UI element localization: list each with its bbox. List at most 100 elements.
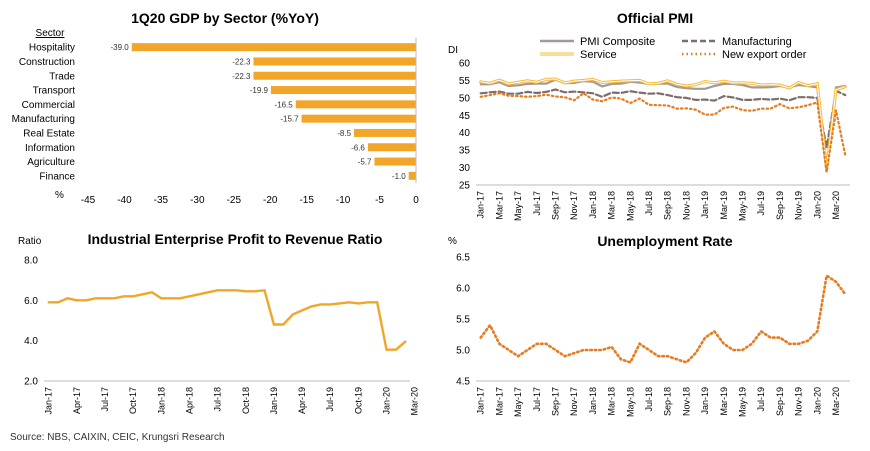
x-tick-label: Jan-20 (812, 191, 822, 219)
data-label: -8.5 (337, 129, 351, 138)
category-label: Agriculture (27, 157, 75, 168)
x-tick-label: Jul-18 (213, 387, 223, 412)
y-tick-label: 2.0 (24, 377, 38, 388)
data-label: -15.7 (280, 115, 299, 124)
data-label: -5.7 (358, 158, 372, 167)
data-label: -19.9 (250, 86, 269, 95)
y-tick-label: 60 (459, 59, 471, 70)
x-tick-label: Jan-19 (700, 191, 710, 219)
x-tick-label: Jan-17 (44, 387, 54, 415)
x-tick-label: Jul-18 (644, 387, 654, 412)
x-tick-label: Jul-19 (325, 387, 335, 412)
unemployment-line-chart: 4.5 5.0 5.5 6.0 6.5% Jan-17 Mar-17 May-17 Jul-17… (448, 236, 850, 417)
x-tick-label: -40 (117, 195, 132, 206)
bar (301, 114, 416, 123)
data-label: -16.5 (274, 100, 293, 109)
x-tick-label: Jul-17 (100, 387, 110, 412)
x-tick-label: Nov-17 (569, 191, 579, 220)
x-tick-label: Apr-18 (184, 387, 194, 414)
pmi-chart-title: Official PMI (616, 10, 694, 26)
x-tick-label: Jul-17 (532, 387, 542, 412)
x-tick-label: Jan-20 (382, 387, 392, 415)
x-tick-label: Jul-17 (532, 191, 542, 216)
x-tick-label: Jan-20 (812, 387, 822, 415)
x-tick-label: -15 (299, 195, 314, 206)
category-label: Information (25, 143, 75, 154)
x-tick-label: -45 (81, 195, 96, 206)
x-tick-label: Sep-19 (775, 387, 785, 416)
x-tick-label: -25 (227, 195, 242, 206)
bar (374, 157, 416, 166)
x-tick-label: Jan-18 (588, 191, 598, 219)
x-tick-label: Nov-17 (569, 387, 579, 416)
y-tick-label: 5.5 (456, 315, 470, 326)
gdp-by-sector-panel: 1Q20 GDP by Sector (%YoY) Sector Hospital… (0, 0, 440, 215)
y-tick-label: 8.0 (24, 256, 38, 267)
legend-label: Manufacturing (722, 36, 792, 48)
category-label: Construction (19, 57, 75, 68)
x-tick-label: Mar-20 (831, 387, 841, 416)
legend-label: Service (580, 49, 617, 61)
x-tick-label: Oct-19 (353, 387, 363, 414)
bar (253, 71, 416, 80)
x-tick-label: Sep-17 (550, 387, 560, 416)
x-tick-label: Nov-19 (794, 387, 804, 416)
x-tick-label: Jul-19 (756, 387, 766, 412)
data-label: -1.0 (392, 172, 406, 181)
x-tick-label: Jan-19 (269, 387, 279, 415)
data-label: -22.3 (232, 72, 251, 81)
x-tick-label: Nov-18 (681, 387, 691, 416)
x-tick-label: Oct-17 (128, 387, 138, 414)
data-label: -22.3 (232, 57, 251, 66)
data-label: -6.6 (351, 143, 365, 152)
unemployment-title: Unemployment Rate (597, 233, 733, 249)
y-tick-label: 6.0 (24, 296, 38, 307)
x-tick-label: Nov-19 (794, 191, 804, 220)
x-tick-label: Mar-18 (607, 387, 617, 416)
y-tick-label: 35 (459, 146, 471, 157)
profit-ratio-panel: Industrial Enterprise Profit to Revenue … (0, 225, 440, 430)
x-tick-label: May-17 (513, 387, 523, 417)
category-label: Commercial (22, 100, 75, 111)
x-tick-label: Mar-19 (719, 387, 729, 416)
x-tick-label: Sep-18 (663, 387, 673, 416)
unemployment-panel: Unemployment Rate 4.5 5.0 5.5 6.0 6.5% Jan-17… (440, 225, 870, 430)
x-tick-label: -30 (190, 195, 205, 206)
x-tick-label: Mar-17 (494, 387, 504, 416)
x-tick-label: Jul-19 (756, 191, 766, 216)
x-tick-label: 0 (413, 195, 419, 206)
y-tick-label: 25 (459, 181, 471, 192)
x-tick-label: Mar-19 (719, 191, 729, 220)
y-tick-label: 50 (459, 93, 471, 104)
gdp-chart-title: 1Q20 GDP by Sector (%YoY) (131, 10, 319, 26)
x-tick-label: Sep-18 (663, 191, 673, 220)
bar (295, 100, 416, 109)
x-tick-label: Jan-19 (700, 387, 710, 415)
official-pmi-panel: Official PMI 25 30 35 40 45 50 55 60 DI Jan-17 Mar… (440, 0, 870, 225)
x-tick-label: Apr-17 (72, 387, 82, 414)
bar (253, 57, 416, 66)
y-tick-label: 6.0 (456, 284, 470, 295)
bar (408, 171, 416, 180)
x-tick-label: May-17 (513, 191, 523, 221)
category-label: Trade (49, 71, 75, 82)
data-label: -39.0 (110, 43, 129, 52)
y-tick-label: 4.5 (456, 377, 470, 388)
bar (367, 143, 416, 152)
x-tick-label: Apr-19 (297, 387, 307, 414)
y-tick-label: 40 (459, 128, 471, 139)
x-tick-label: -35 (154, 195, 169, 206)
category-label: Transport (33, 86, 76, 97)
x-tick-label: Sep-17 (550, 191, 560, 220)
x-tick-label: May-19 (737, 191, 747, 221)
legend-label: New export order (722, 49, 807, 61)
y-tick-label: 45 (459, 111, 471, 122)
x-tick-label: -20 (263, 195, 278, 206)
x-tick-label: May-19 (737, 387, 747, 417)
x-tick-label: Jan-18 (156, 387, 166, 415)
sector-header: Sector (36, 28, 66, 39)
x-tick-label: Jul-18 (644, 191, 654, 216)
series-line (479, 91, 847, 173)
y-axis-label: Ratio (18, 236, 42, 247)
y-tick-label: 30 (459, 163, 471, 174)
